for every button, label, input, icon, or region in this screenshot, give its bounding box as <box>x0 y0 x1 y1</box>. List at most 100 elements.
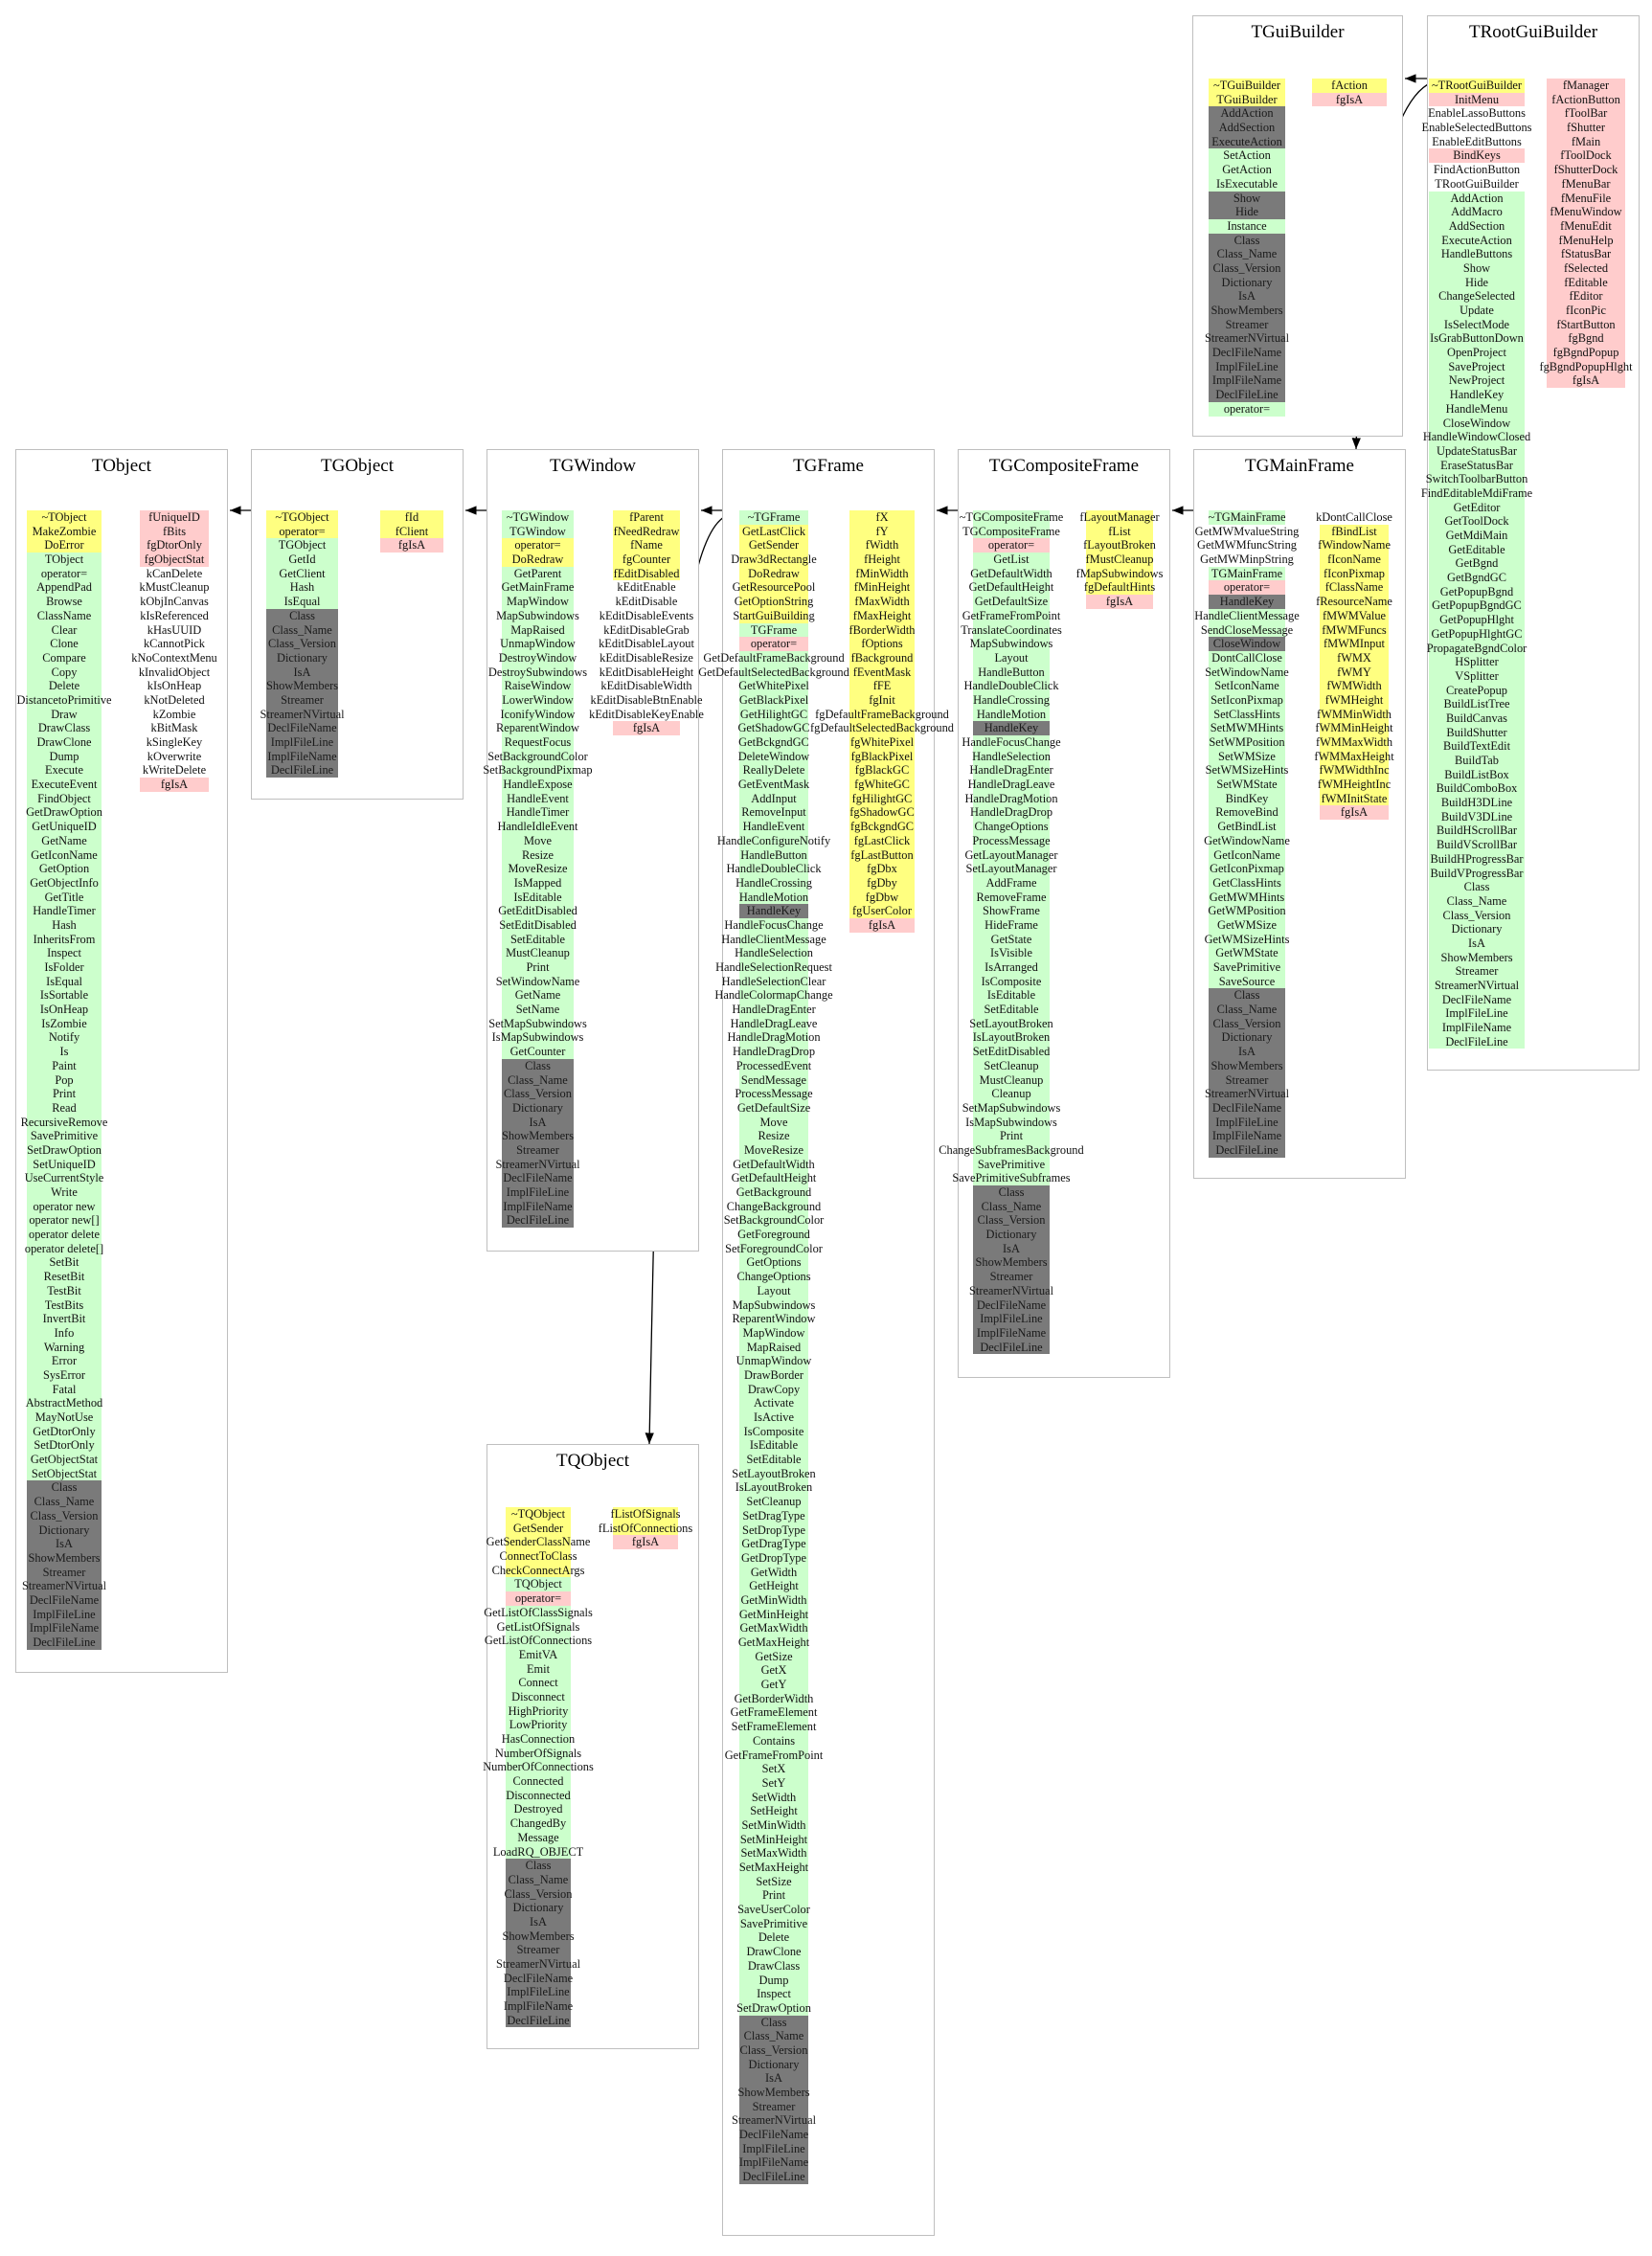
member-item: fIconPixmap <box>1320 566 1389 581</box>
method-item: SavePrimitive <box>1209 960 1285 975</box>
method-item: Class_Version <box>739 2042 808 2058</box>
method-item: ChangeSelected <box>1429 289 1525 304</box>
method-item: DeclFileName <box>1429 992 1525 1007</box>
method-item: SetEditDisabled <box>972 1045 1051 1059</box>
method-item: Info <box>27 1325 102 1341</box>
method-item: GetSenderClassName <box>486 1535 591 1550</box>
method-item: Resize <box>502 847 574 863</box>
method-item: ProcessMessage <box>972 833 1051 848</box>
method-item: BuildListBox <box>1429 767 1525 782</box>
method-item: SaveProject <box>1429 359 1525 374</box>
method-item: SetBit <box>27 1255 102 1271</box>
member-item: fgCounter <box>613 553 680 567</box>
method-item: ~TGuiBuilder <box>1209 79 1285 93</box>
member-item: fMinHeight <box>849 580 915 596</box>
method-item: ImplFileName <box>1429 1021 1525 1035</box>
method-item: ImplFileName <box>973 1325 1050 1341</box>
method-item: GetFrameElement <box>730 1705 818 1721</box>
member-item: fLayoutManager <box>1079 510 1160 525</box>
method-item: Connect <box>506 1676 571 1690</box>
method-item: RemoveFrame <box>973 890 1050 905</box>
method-item: SendMessage <box>739 1072 808 1088</box>
member-item: fgLastClick <box>849 833 915 848</box>
method-item: DeclFileLine <box>973 1340 1050 1355</box>
method-item: Update <box>1429 304 1525 318</box>
method-item: Class_Version <box>504 1886 573 1902</box>
method-item: IsMapped <box>502 875 574 891</box>
method-item: SavePrimitive <box>739 1916 808 1931</box>
method-item: CreatePopup <box>1429 683 1525 698</box>
method-item: BindKeys <box>1429 148 1525 164</box>
method-item: HandleEvent <box>739 820 808 834</box>
method-item: DeclFileLine <box>506 2013 571 2028</box>
method-item: TRootGuiBuilder <box>1435 176 1519 191</box>
class-title: TRootGuiBuilder <box>1468 22 1598 42</box>
method-item: SetLayoutManager <box>965 862 1057 876</box>
method-item: Streamer <box>1429 964 1525 979</box>
method-item: SetLayoutBroken <box>969 1016 1053 1031</box>
member-item: kIsOnHeap <box>147 679 202 693</box>
method-item: HandleDragEnter <box>732 1003 816 1017</box>
method-item: IsZombie <box>27 1016 102 1031</box>
member-item: fWMWidthInc <box>1319 763 1390 778</box>
method-item: SetForegroundColor <box>725 1241 823 1256</box>
method-item: InitMenu <box>1429 92 1525 107</box>
method-item: Hash <box>266 580 338 596</box>
member-item: fBits <box>140 524 209 539</box>
method-item: ImplFileName <box>738 2155 809 2171</box>
method-item: ExecuteEvent <box>27 778 102 792</box>
member-item: fWMWidth <box>1320 679 1389 693</box>
method-item: SetAction <box>1209 148 1285 164</box>
method-item-column: ~TRootGuiBuilder InitMenu EnableLassoButto… <box>1421 79 1532 1049</box>
member-item: fLayoutBroken <box>1083 538 1156 553</box>
member-item: fStartButton <box>1547 317 1625 332</box>
method-item: SetWMState <box>1209 778 1285 792</box>
member-item: fgDbw <box>849 890 915 905</box>
method-item: Streamer <box>1209 1072 1285 1088</box>
member-item: fgDefaultFrameBackground <box>815 707 949 722</box>
method-item: BuildTab <box>1429 754 1525 768</box>
member-item: fEditor <box>1547 289 1625 304</box>
method-item: DeclFileName <box>1209 346 1285 360</box>
method-item: Class_Name <box>1429 893 1525 909</box>
method-item: SwitchToolbarButton <box>1425 472 1528 486</box>
method-item: ShowMembers <box>265 679 339 693</box>
method-item: Read <box>27 1100 102 1116</box>
method-item: Class_Version <box>973 1213 1050 1229</box>
method-item: SetWindowName <box>495 974 580 989</box>
member-item: fWMMinHeight <box>1315 721 1393 735</box>
method-item: AddFrame <box>973 875 1050 891</box>
method-item: GetLastClick <box>739 524 808 539</box>
method-item: IsA <box>506 1914 571 1929</box>
method-item: SetIconName <box>1209 679 1285 693</box>
method-item: IsA <box>266 665 338 680</box>
method-item: StreamerNVirtual <box>731 2113 817 2129</box>
method-item: SetFrameElement <box>731 1720 817 1734</box>
method-item: MapRaised <box>739 1340 808 1355</box>
member-item: fgIsA <box>613 1535 678 1550</box>
method-item: IsEditable <box>502 890 574 905</box>
method-item: SetEditDisabled <box>499 917 577 933</box>
class-title: TGFrame <box>793 456 864 476</box>
method-item: SetY <box>739 1775 808 1791</box>
method-item: StreamerNVirtual <box>1429 979 1525 993</box>
method-item: TGuiBuilder <box>1209 92 1285 107</box>
method-item: GetMinHeight <box>738 1607 809 1622</box>
member-item: fIconPic <box>1547 304 1625 318</box>
method-item: ImplFileName <box>266 749 338 764</box>
method-item: HandleMotion <box>973 707 1050 722</box>
method-item: IsA <box>739 2071 808 2086</box>
method-item: MapWindow <box>502 595 574 609</box>
member-item: fShutter <box>1547 121 1625 135</box>
member-item: kWriteDelete <box>142 763 207 778</box>
method-item: HandleDoubleClick <box>726 862 822 876</box>
method-item: GetToolDock <box>1429 514 1525 529</box>
method-item: ReallyDelete <box>739 763 808 778</box>
method-item: DestroySubwindows <box>487 665 588 680</box>
method-item: SetDragType <box>739 1508 808 1523</box>
method-item-column: ~TGFrame GetLastClick GetSender Draw3dRecta… <box>698 510 849 2184</box>
method-item: IsEditable <box>739 1438 808 1454</box>
method-item: HandleConfigureNotify <box>716 833 831 848</box>
method-item: Class_Name <box>27 1495 102 1509</box>
method-item: DeclFileLine <box>266 763 338 778</box>
